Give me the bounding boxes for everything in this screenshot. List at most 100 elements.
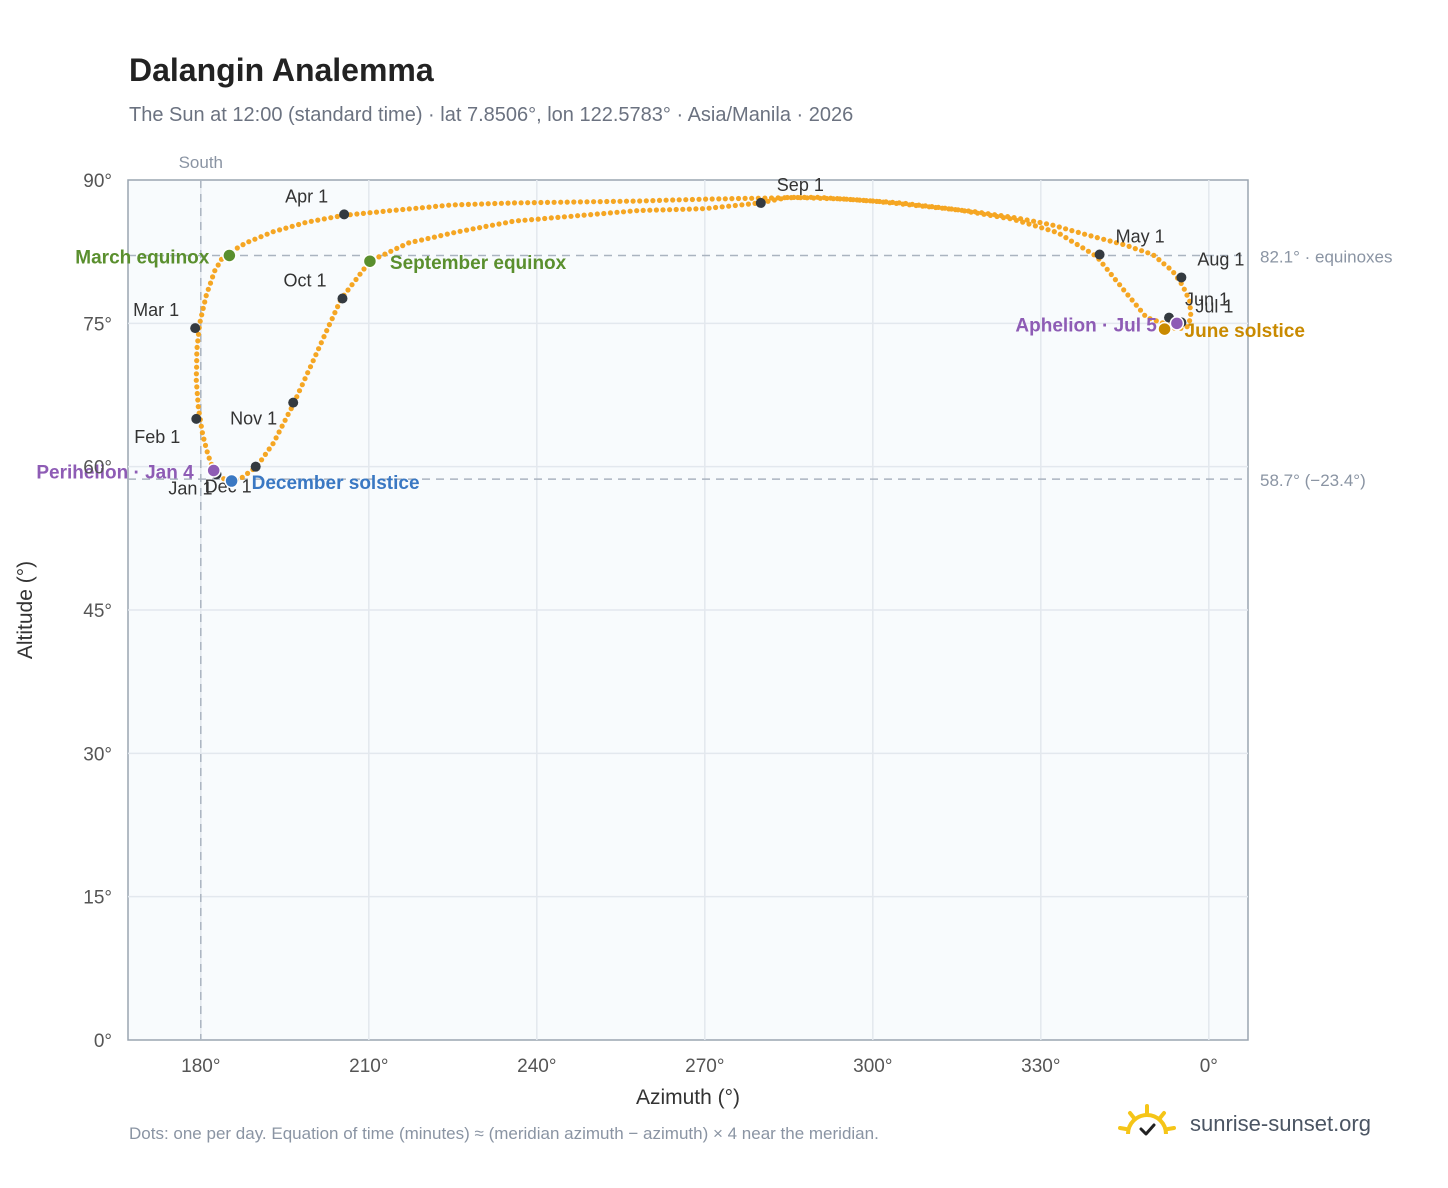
day-dot	[425, 235, 431, 242]
day-dot	[1020, 219, 1026, 225]
day-dot	[703, 196, 709, 202]
day-dot	[258, 234, 264, 240]
month-label: Jul 1	[1195, 296, 1233, 316]
day-dot	[1107, 238, 1113, 244]
day-dot	[205, 286, 211, 292]
day-dot	[968, 209, 974, 215]
day-dot	[283, 225, 289, 231]
day-dot	[522, 217, 528, 223]
day-dot	[680, 206, 686, 212]
day-dot	[199, 430, 205, 436]
month-label: Aug 1	[1197, 249, 1244, 269]
day-dot	[643, 198, 649, 204]
axes: 0° 15° 30° 45° 60° 75° 90° 180° 210° 240° 270° 300°…	[83, 171, 1218, 1077]
day-dot	[483, 223, 489, 229]
day-dot	[732, 202, 738, 209]
day-dot	[726, 203, 732, 209]
grid	[128, 180, 1248, 1040]
day-dot	[647, 207, 653, 213]
day-dot	[1171, 270, 1177, 276]
brand[interactable]: sunrise-sunset.org	[1118, 1100, 1371, 1148]
day-dot	[1039, 225, 1045, 231]
day-dot	[837, 196, 843, 202]
reference-label: 58.7° (−23.4°)	[1260, 471, 1366, 490]
day-dot	[722, 196, 728, 202]
day-dot	[935, 204, 942, 210]
day-dot	[548, 215, 554, 221]
month-label: Apr 1	[285, 186, 328, 206]
day-dot	[896, 200, 902, 206]
day-dot	[310, 358, 316, 364]
day-dot	[446, 202, 452, 208]
day-dot	[334, 213, 340, 220]
day-dot	[246, 239, 252, 245]
day-dot	[277, 227, 283, 233]
day-dot	[1051, 229, 1057, 235]
day-dot	[975, 210, 981, 216]
day-dot	[412, 238, 418, 244]
special-point	[1157, 321, 1172, 337]
day-dot	[1125, 292, 1131, 298]
day-dot	[321, 216, 327, 222]
day-dot	[942, 205, 948, 211]
day-dot	[660, 207, 666, 213]
day-dot	[706, 205, 712, 211]
reference-label: 82.1° · equinoxes	[1260, 247, 1393, 266]
day-dot	[266, 446, 272, 452]
day-dot	[627, 208, 633, 214]
day-dot	[601, 210, 607, 217]
day-dot	[1153, 318, 1159, 324]
day-dot	[419, 237, 425, 243]
day-dot	[240, 242, 246, 248]
day-dot	[1085, 248, 1091, 254]
month-marker	[1094, 249, 1105, 260]
month-label: Jun 1	[1185, 290, 1229, 310]
brand-name[interactable]: sunrise-sunset.org	[1190, 1111, 1371, 1136]
chart-subtitle: The Sun at 12:00 (standard time) · lat 7…	[129, 104, 854, 126]
day-dot	[199, 312, 205, 318]
day-dot	[1026, 221, 1032, 227]
day-dot	[1181, 286, 1187, 292]
day-dot	[285, 411, 291, 417]
day-dot	[234, 245, 240, 251]
day-dot	[270, 229, 276, 235]
day-dot	[313, 352, 319, 358]
x-tick-label: 300°	[853, 1056, 892, 1077]
day-dot	[883, 199, 889, 205]
day-dot	[202, 299, 208, 305]
day-dot	[1104, 266, 1110, 272]
day-dot	[1139, 248, 1145, 254]
day-dot	[210, 274, 216, 280]
day-dot	[294, 394, 300, 400]
day-dot	[299, 382, 305, 388]
day-dot	[870, 198, 876, 204]
day-dot	[1112, 277, 1118, 283]
day-dot	[332, 310, 338, 316]
day-dot	[1101, 236, 1107, 242]
day-dot	[614, 209, 620, 215]
day-dot	[1080, 245, 1086, 251]
day-dot	[1056, 224, 1062, 230]
day-dot	[531, 200, 537, 206]
day-dot	[315, 217, 321, 223]
day-dot	[239, 474, 245, 480]
special-point	[224, 473, 239, 489]
day-dot	[588, 212, 594, 218]
day-dot	[1161, 261, 1167, 267]
special-label: Perihelion · Jan 4	[36, 462, 194, 483]
day-dot	[739, 202, 745, 208]
day-dot	[577, 199, 584, 205]
day-dot	[511, 200, 518, 206]
day-dot	[1013, 217, 1020, 223]
day-dot	[431, 234, 437, 240]
day-dot	[1074, 241, 1080, 248]
day-dot	[465, 201, 471, 207]
day-dot	[568, 213, 574, 219]
day-dot	[994, 213, 1000, 220]
day-dot	[987, 212, 994, 218]
day-dot	[1126, 243, 1132, 249]
day-dot	[535, 216, 541, 222]
day-dot	[1045, 227, 1051, 233]
day-dot	[1024, 217, 1030, 223]
